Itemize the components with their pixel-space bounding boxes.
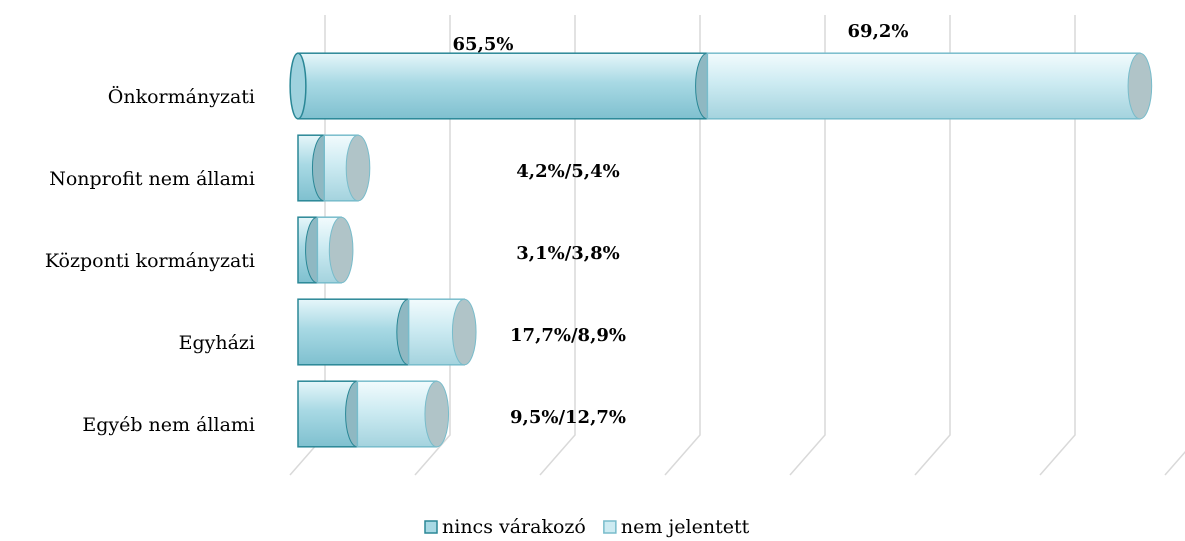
category-label: Önkormányzati (108, 85, 255, 108)
bar-body (297, 52, 709, 120)
data-label: 17,7%/8,9% (510, 325, 626, 346)
category-label: Nonprofit nem állami (49, 168, 255, 190)
bar-body (706, 52, 1141, 120)
bar-segment (356, 380, 450, 448)
bar-body (356, 380, 438, 448)
data-label: 3,1%/3,8% (516, 243, 619, 264)
grid-line (914, 15, 951, 476)
bar-segment (323, 134, 371, 202)
bar-cap (328, 216, 354, 284)
bar-cap (424, 380, 450, 448)
category-label: Központi kormányzati (45, 250, 255, 272)
legend-label: nincs várakozó (442, 516, 586, 538)
category-label: Egyéb nem állami (82, 414, 255, 436)
bar-segment (407, 298, 477, 366)
legend-swatch (424, 520, 438, 534)
bar-start (289, 52, 307, 120)
data-label: 65,5% (453, 34, 514, 55)
grid-line (414, 15, 451, 476)
data-label: 69,2% (848, 21, 909, 42)
legend-swatch (603, 520, 617, 534)
grid-line (1164, 451, 1185, 476)
bar-cap (345, 134, 371, 202)
grid-line (789, 15, 826, 476)
grid-line (1039, 15, 1076, 476)
bar-segment (297, 298, 421, 366)
bar-cap (451, 298, 477, 366)
bar-body (297, 380, 359, 448)
bar-body (297, 298, 410, 366)
grid-line (664, 15, 701, 476)
grid-line (539, 15, 576, 476)
data-label: 9,5%/12,7% (510, 407, 626, 428)
legend: nincs várakozó nem jelentett (424, 516, 750, 538)
bar-cap (1127, 52, 1153, 120)
bar-segment (316, 216, 354, 284)
category-label: Egyházi (179, 332, 255, 354)
bar-segment (706, 52, 1153, 120)
data-label: 4,2%/5,4% (516, 161, 619, 182)
legend-label: nem jelentett (621, 516, 750, 538)
bar-segment (289, 52, 720, 120)
